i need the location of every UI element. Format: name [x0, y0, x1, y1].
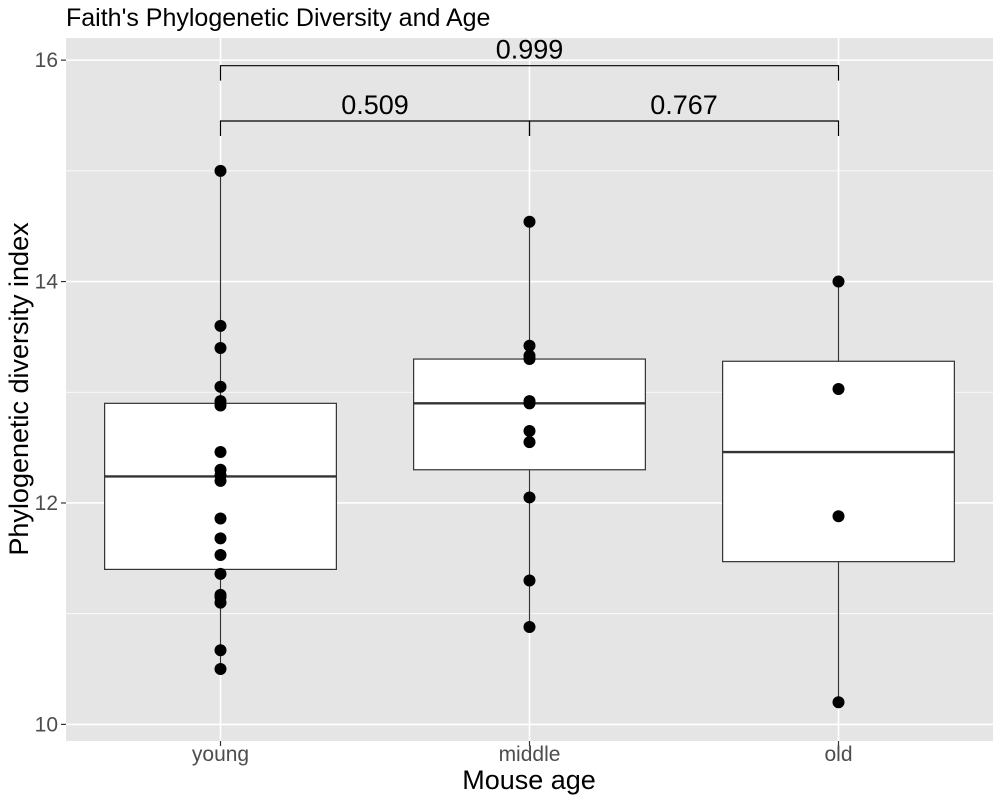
box-middle [413, 358, 646, 471]
data-point-middle [523, 397, 536, 410]
data-point-middle [523, 574, 536, 587]
data-point-middle [523, 491, 536, 504]
box-old [722, 360, 955, 563]
data-points [214, 164, 845, 709]
bracket-line [528, 120, 840, 137]
data-point-middle [523, 425, 536, 438]
data-point-old [832, 510, 845, 523]
y-tick-label: 12 [35, 492, 58, 515]
data-point-young [214, 319, 227, 332]
data-point-young [214, 446, 227, 459]
data-point-young [214, 399, 227, 412]
data-point-middle [523, 436, 536, 449]
data-point-young [214, 380, 227, 393]
data-point-young [214, 164, 227, 177]
data-point-young [214, 474, 227, 487]
data-point-middle [523, 215, 536, 228]
p-value-label: 0.999 [496, 35, 564, 65]
data-point-middle [523, 353, 536, 366]
data-point-old [832, 275, 845, 288]
x-axis-title: Mouse age [462, 765, 596, 795]
x-tick-label-young: young [192, 743, 249, 766]
y-tick-label: 14 [35, 271, 59, 294]
bracket-line [219, 65, 840, 81]
data-point-old [832, 382, 845, 395]
p-value-label: 0.509 [341, 90, 409, 120]
y-tick-label: 10 [35, 713, 58, 736]
data-point-old [832, 696, 845, 709]
chart-title: Faith's Phylogenetic Diversity and Age [66, 4, 490, 32]
data-point-young [214, 549, 227, 562]
data-point-young [214, 567, 227, 580]
x-tick-label-old: old [824, 743, 852, 766]
y-axis-ticks: 10 12 14 16 [35, 49, 66, 736]
y-axis-title: Phylogenetic diversity index [4, 222, 34, 556]
data-point-young [214, 663, 227, 676]
data-point-middle [523, 339, 536, 352]
y-tick-label: 16 [35, 49, 58, 72]
data-point-middle [523, 620, 536, 633]
x-axis-ticks: young middle old [192, 741, 853, 766]
significance-bracket-young-middle: 0.509 [219, 90, 531, 137]
significance-bracket-young-old: 0.999 [219, 35, 840, 81]
significance-bracket-middle-old: 0.767 [528, 90, 840, 137]
data-point-young [214, 596, 227, 609]
significance-brackets: 0.509 0.767 0.999 [219, 35, 840, 137]
data-point-young [214, 532, 227, 545]
data-point-young [214, 341, 227, 354]
data-point-young [214, 644, 227, 657]
data-point-young [214, 512, 227, 525]
p-value-label: 0.767 [650, 90, 718, 120]
x-tick-label-middle: middle [499, 743, 561, 766]
